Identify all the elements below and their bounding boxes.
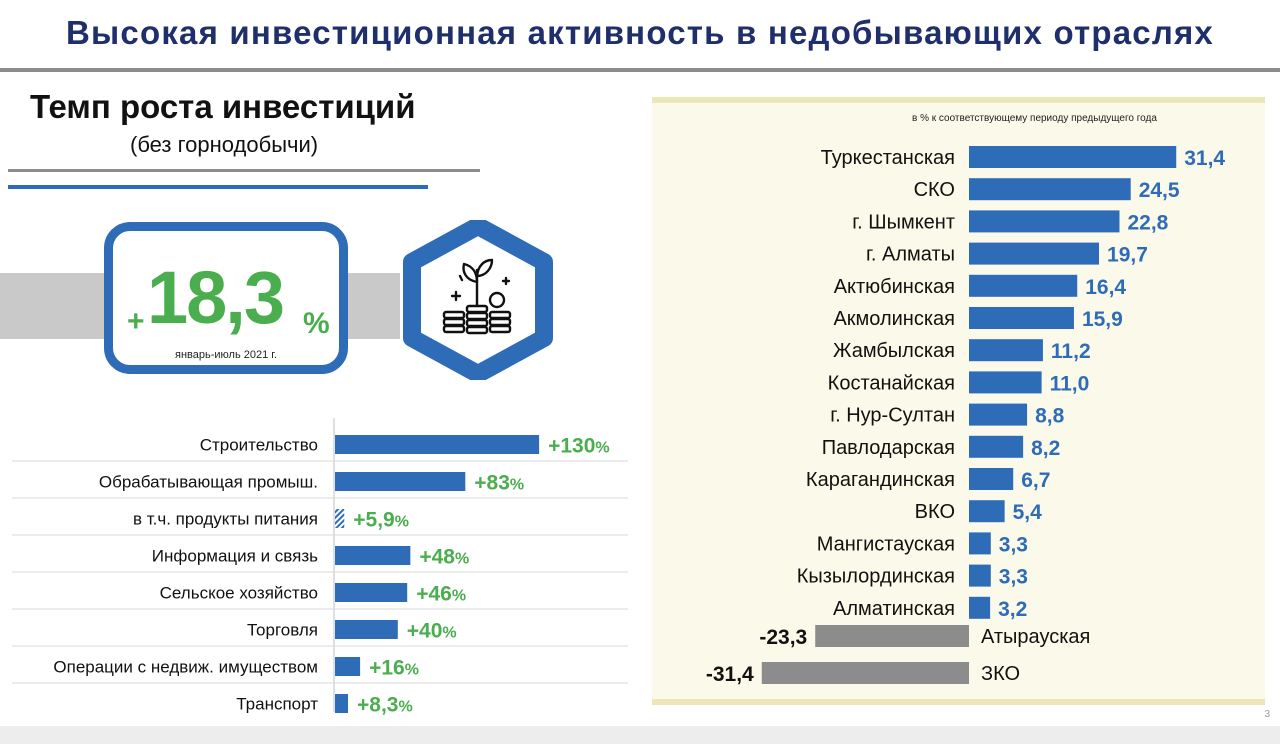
data-label: -31,4 [706, 663, 754, 686]
bar [815, 625, 969, 647]
data-label: 19,7 [1107, 244, 1148, 267]
region-label: Туркестанская [821, 147, 955, 169]
data-label: +16% [369, 657, 419, 680]
region-label: СКО [914, 179, 955, 201]
bar [969, 274, 1078, 297]
data-label: 8,8 [1035, 405, 1065, 428]
region-label: Актюбинская [834, 276, 955, 298]
bar [969, 339, 1043, 362]
title-divider [0, 68, 1280, 72]
region-label: Карагандинская [806, 469, 955, 491]
region-label: Мангистауская [817, 533, 955, 555]
data-label: 3,3 [999, 566, 1028, 589]
bar [969, 435, 1024, 458]
bar [969, 307, 1074, 329]
divider-blue [8, 185, 428, 189]
chart-note: в % к соответствующему периоду предыдуще… [912, 113, 1157, 124]
bar [335, 509, 345, 528]
data-label: 31,4 [1184, 147, 1225, 170]
bar [969, 564, 991, 587]
data-label: +83% [474, 472, 524, 495]
category-label: Информация и связь [152, 547, 318, 566]
bar [969, 596, 991, 619]
kpi-percent-sign: % [303, 307, 330, 340]
bar [969, 242, 1100, 265]
category-label: Торговля [247, 621, 318, 640]
bar [761, 662, 969, 684]
region-label: Костанайская [828, 372, 955, 394]
region-label: Атырауская [981, 626, 1090, 648]
region-label: Павлодарская [822, 437, 955, 459]
divider-gray [8, 169, 480, 172]
bar [969, 500, 1005, 523]
region-label: Жамбылская [833, 340, 955, 362]
data-label: 3,3 [999, 533, 1028, 556]
data-label: 6,7 [1021, 469, 1050, 492]
region-label: Алматинская [833, 598, 955, 620]
bar [335, 472, 466, 491]
bar [335, 620, 398, 639]
kpi-plus-sign: + [127, 305, 145, 338]
region-label: г. Шымкент [852, 211, 955, 233]
data-label: 16,4 [1085, 276, 1126, 299]
category-label: Строительство [200, 436, 318, 455]
category-label: Сельское хозяйство [160, 584, 318, 603]
kpi-card: + 18,3 % январь-июль 2021 г. [104, 222, 348, 374]
category-label: Обрабатывающая промыш. [99, 473, 318, 492]
slide-number: 3 [1264, 709, 1270, 720]
category-label: в т.ч. продукты питания [133, 510, 318, 529]
bar [335, 657, 361, 676]
data-label: 15,9 [1082, 308, 1123, 331]
bar [969, 146, 1177, 168]
data-label: +48% [419, 546, 469, 569]
data-label: +130% [548, 435, 610, 458]
data-label: +8,3% [357, 694, 413, 717]
region-label: ВКО [915, 501, 955, 523]
bar [969, 403, 1028, 426]
data-label: +46% [416, 583, 466, 606]
region-label: Кызылординская [797, 566, 955, 588]
kpi-value: 18,3 [147, 256, 285, 339]
investment-growth-icon-badge [400, 217, 556, 383]
data-label: 3,2 [998, 598, 1027, 621]
data-label: -23,3 [759, 626, 807, 649]
kpi-period: январь-июль 2021 г. [175, 349, 277, 361]
data-label: 24,5 [1139, 179, 1180, 202]
data-label: +40% [407, 620, 457, 643]
data-label: 8,2 [1031, 437, 1060, 460]
bar [969, 532, 991, 555]
page-title: Высокая инвестиционная активность в недо… [66, 14, 1214, 51]
category-label: Транспорт [236, 695, 318, 714]
regional-growth-chart: Туркестанская 31,4 СКО 24,5 г. Шымкент 22,8 г.… [706, 146, 1225, 686]
region-label: г. Алматы [866, 244, 955, 266]
bar [969, 210, 1120, 233]
bar [969, 371, 1042, 394]
category-label: Операции с недвиж. имуществом [53, 658, 318, 677]
bar [335, 435, 540, 454]
bar [335, 694, 349, 713]
bar [335, 546, 411, 565]
region-label: г. Нур-Султан [830, 405, 955, 427]
data-label: 5,4 [1013, 501, 1043, 524]
industry-growth-chart: Строительство +130% Обрабатывающая промыш.… [12, 418, 628, 717]
region-label: Акмолинская [833, 308, 955, 330]
regional-chart-panel: в % к соответствующему периоду предыдуще… [652, 97, 1265, 705]
investment-growth-icon [403, 217, 553, 383]
data-label: 11,0 [1050, 372, 1090, 395]
data-label: 11,2 [1051, 340, 1091, 363]
data-label: 22,8 [1127, 211, 1168, 234]
section-heading: Темп роста инвестиций [30, 88, 416, 125]
bar [969, 178, 1131, 201]
data-label: +5,9% [353, 509, 409, 532]
title-bar: Высокая инвестиционная активность в недо… [0, 0, 1280, 68]
section-subheading: (без горнодобычи) [130, 132, 319, 157]
bar [335, 583, 408, 602]
footer-bar [0, 726, 1280, 744]
bar [969, 468, 1014, 490]
region-label: ЗКО [981, 663, 1020, 685]
